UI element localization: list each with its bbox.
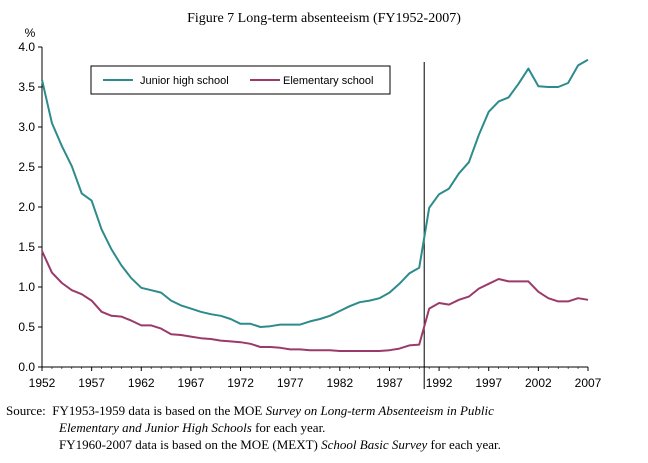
- y-tick-label: 3.5: [18, 80, 35, 94]
- x-tick-label: 1987: [376, 376, 403, 390]
- source-note: Source: FY1953-1959 data is based on the…: [6, 402, 642, 453]
- series-line: [41, 250, 589, 352]
- source-line-3: FY1960-2007 data is based on the MOE (ME…: [6, 436, 642, 453]
- x-tick-label: 1962: [128, 376, 155, 390]
- y-tick-label: 1.5: [18, 240, 35, 254]
- y-tick-label: 1.0: [18, 280, 35, 294]
- x-tick-label: 1967: [178, 376, 205, 390]
- source-text-3b: for each year.: [427, 437, 501, 452]
- x-tick-label: 1972: [227, 376, 254, 390]
- source-line-2: Elementary and Junior High Schools for e…: [6, 419, 642, 436]
- y-tick-label: 2.0: [18, 200, 35, 214]
- chart-title: Figure 7 Long-term absenteeism (FY1952-2…: [187, 11, 461, 26]
- legend-box: [90, 65, 391, 95]
- source-text-2b: for each year.: [251, 420, 326, 435]
- source-text-1-italic: Survey on Long-term Absenteeism in Publi…: [265, 403, 494, 418]
- series-lines: [41, 58, 589, 352]
- line-chart: 0.0 0.5 1.0 1.5 2.0 2.5 3.0 3.5 4.0% 1952 1957 1962…: [18, 26, 601, 390]
- source-label: Source:: [6, 403, 46, 418]
- x-tick-label: 1997: [475, 376, 502, 390]
- x-tick-label: 1982: [326, 376, 353, 390]
- legend-label: Junior high school: [140, 75, 229, 87]
- source-text-1a: FY1953-1959 data is based on the MOE: [52, 403, 266, 418]
- source-text-2-italic: Elementary and Junior High Schools: [59, 420, 252, 435]
- y-tick-label: 0.5: [18, 320, 35, 334]
- series-line: [41, 58, 589, 328]
- y-tick-label: 4.0: [18, 40, 35, 54]
- y-tick-label: 3.0: [18, 120, 35, 134]
- x-tick-label: 1952: [29, 376, 56, 390]
- source-line-1: Source: FY1953-1959 data is based on the…: [6, 402, 642, 419]
- x-tick-label: 2007: [575, 376, 602, 390]
- x-tick-label: 1992: [426, 376, 453, 390]
- legend-label: Elementary school: [283, 75, 374, 87]
- y-tick-label: 2.5: [18, 160, 35, 174]
- x-tick-label: 1977: [277, 376, 304, 390]
- x-tick-label: 2002: [525, 376, 552, 390]
- x-tick-label: 1957: [78, 376, 105, 390]
- legend: Junior high school Elementary school: [90, 65, 391, 95]
- axes: 0.0 0.5 1.0 1.5 2.0 2.5 3.0 3.5 4.0% 1952 1957 1962…: [18, 26, 601, 390]
- source-text-3-italic: School Basic Survey: [321, 437, 428, 452]
- source-text-3a: FY1960-2007 data is based on the MOE (ME…: [59, 437, 322, 452]
- y-axis-unit-label: %: [25, 26, 36, 40]
- y-tick-label: 0.0: [18, 360, 35, 374]
